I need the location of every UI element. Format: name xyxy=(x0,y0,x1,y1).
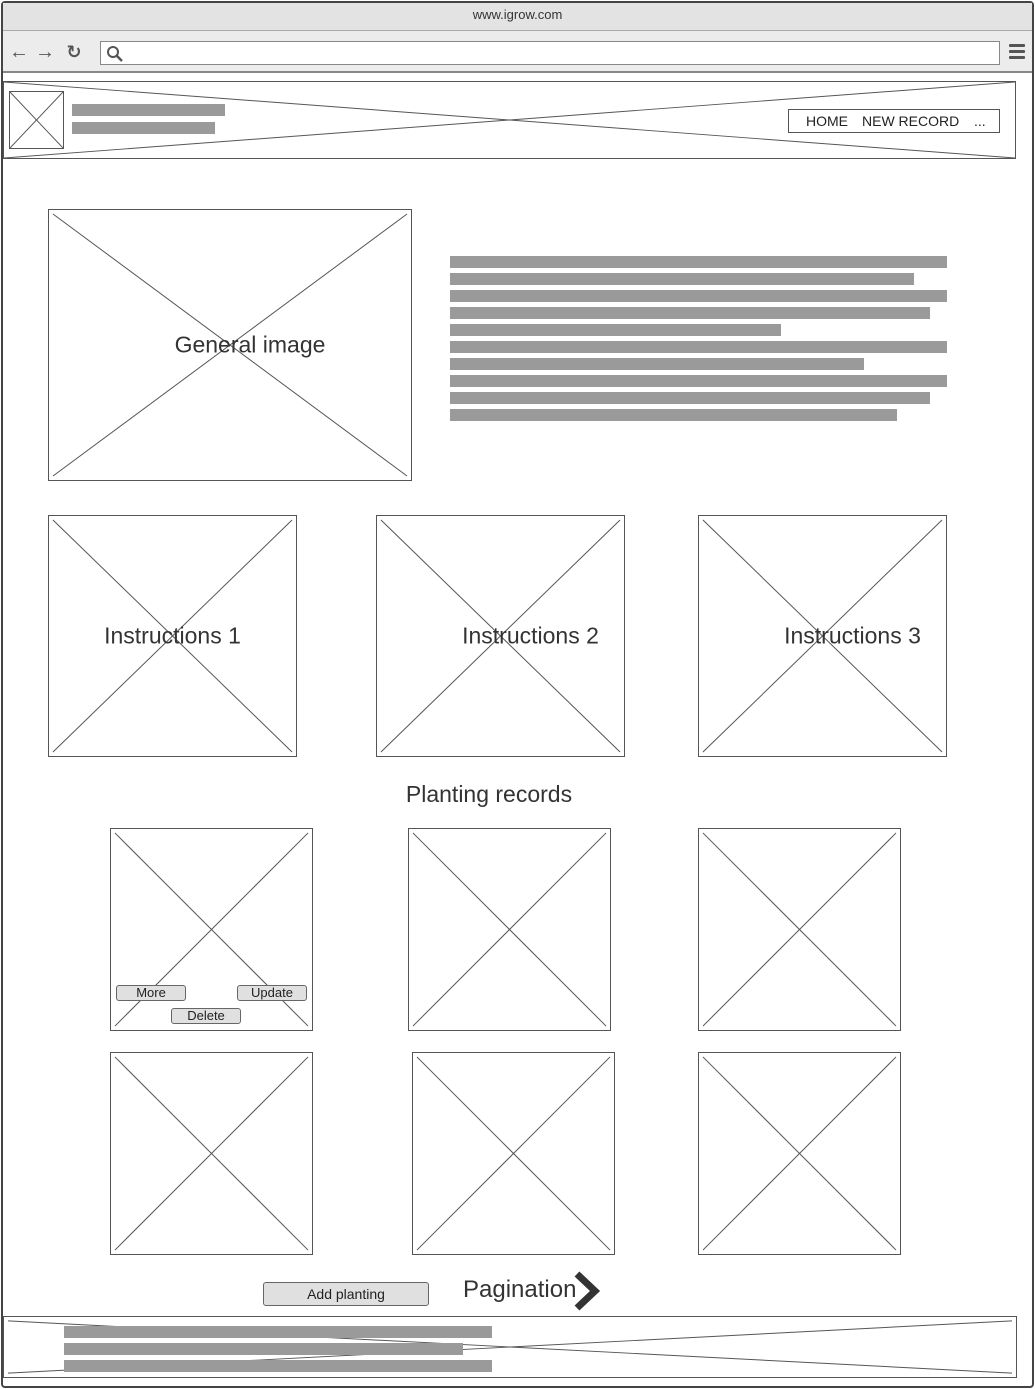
search-icon xyxy=(107,46,123,62)
pagination-label: Pagination xyxy=(463,1276,577,1303)
footer-text-placeholder xyxy=(64,1326,492,1338)
general-image-label: General image xyxy=(174,331,326,358)
instructions-card-3[interactable]: Instructions 3 xyxy=(698,515,947,757)
record-card[interactable] xyxy=(698,1052,901,1255)
more-button[interactable]: More xyxy=(116,985,186,1001)
logo-image xyxy=(9,91,64,149)
browser-title-url: www.igrow.com xyxy=(3,3,1032,31)
instructions-label-1: Instructions 1 xyxy=(104,622,241,649)
record-card[interactable] xyxy=(110,1052,313,1255)
footer-text-placeholder xyxy=(64,1360,492,1372)
instructions-card-1[interactable]: Instructions 1 xyxy=(48,515,297,757)
site-tagline-placeholder xyxy=(72,122,215,134)
back-arrow-icon[interactable]: ← xyxy=(9,41,29,63)
instructions-card-2[interactable]: Instructions 2 xyxy=(376,515,625,757)
instructions-label-3: Instructions 3 xyxy=(784,622,921,649)
forward-arrow-icon[interactable]: → xyxy=(35,41,55,63)
record-card[interactable] xyxy=(698,828,901,1031)
instructions-label-2: Instructions 2 xyxy=(462,622,599,649)
record-card[interactable] xyxy=(412,1052,615,1255)
chevron-right-icon[interactable] xyxy=(571,1270,601,1312)
footer-text-placeholder xyxy=(64,1343,463,1355)
nav-more-link[interactable]: ... xyxy=(974,113,986,129)
hero-text-placeholder xyxy=(450,256,947,424)
update-button[interactable]: Update xyxy=(237,985,307,1001)
record-card[interactable] xyxy=(408,828,611,1031)
planting-records-title: Planting records xyxy=(405,781,573,807)
address-bar[interactable] xyxy=(100,41,1000,65)
site-name-placeholder xyxy=(72,104,225,116)
add-planting-button[interactable]: Add planting xyxy=(263,1282,429,1306)
nav-home-link[interactable]: HOME xyxy=(806,113,848,129)
delete-button[interactable]: Delete xyxy=(171,1008,241,1024)
general-image: General image xyxy=(48,209,412,481)
browser-menu-icon[interactable] xyxy=(1009,44,1025,62)
nav-new-record-link[interactable]: NEW RECORD xyxy=(862,113,960,129)
main-nav: HOME NEW RECORD ... xyxy=(788,109,1000,133)
reload-icon[interactable]: ↻ xyxy=(66,42,82,62)
